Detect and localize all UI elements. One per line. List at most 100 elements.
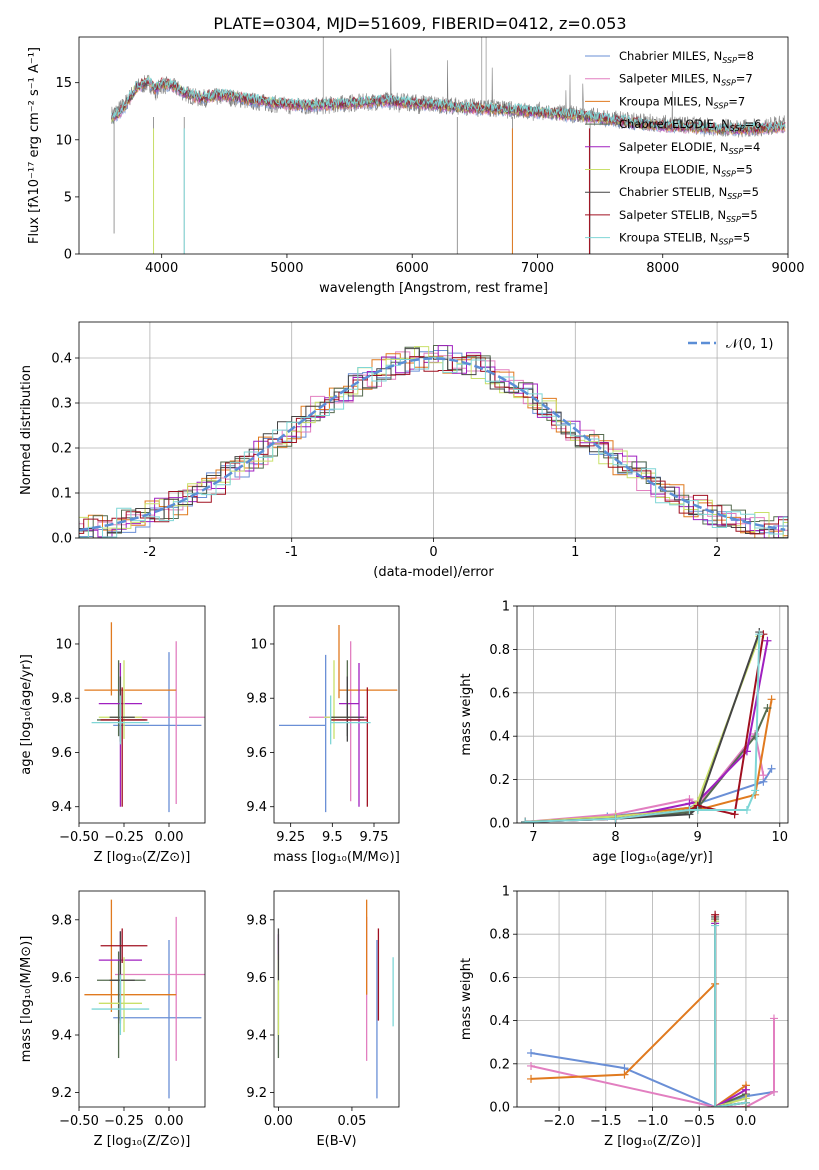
mass-weight-line (714, 925, 747, 1107)
mass-weight-marker (527, 1049, 536, 1057)
y-tick-label: 0.1 (51, 487, 72, 502)
y-tick-label: 10 (55, 133, 72, 148)
mass-weight-line (525, 731, 765, 823)
y-tick-label: 1 (502, 885, 510, 900)
y-tick-label: 0.6 (489, 971, 510, 986)
legend: Chabrier MILES, NSSP=8 Salpeter MILES, NS… (585, 49, 761, 247)
x-tick-label: 1 (571, 545, 579, 560)
axes-frame (78, 605, 206, 824)
axes-frame (78, 36, 789, 255)
legend-label: Kroupa ELODIE, NSSP=5 (619, 163, 753, 179)
y-tick-label: 9.2 (246, 1086, 267, 1101)
mass-weight-marker (767, 695, 776, 704)
mass-weight-line (714, 919, 747, 1107)
y-axis-label: mass [log₁₀(M/M⊙)] (19, 936, 34, 1063)
plot-area (84, 899, 205, 1099)
x-tick-label: 7 (529, 830, 537, 845)
histogram-step (79, 346, 788, 538)
mass-weight-line (714, 923, 747, 1107)
x-tick-label: 0 (429, 545, 437, 560)
panel-mass-vs-EBV: 0.00 0.05 9.2 9.4 9.6 9.8 E(B-V) (246, 890, 400, 1149)
y-tick-label: 9.8 (246, 913, 267, 928)
x-axis-label: Z [log₁₀(Z/Z⊙)] (94, 850, 191, 865)
y-tick-label: 9.4 (246, 1029, 267, 1044)
y-tick-label: 0.0 (489, 817, 510, 832)
y-tick-label: 9.6 (246, 746, 267, 761)
mass-weight-line (714, 921, 747, 1107)
y-axis-label: mass weight (459, 673, 474, 755)
mass-weight-marker (611, 814, 620, 823)
mass-weight-marker (711, 1103, 720, 1107)
legend-label: Salpeter STELIB, NSSP=5 (619, 208, 758, 224)
mass-weight-marker (693, 805, 702, 814)
legend-label: 𝒩(0, 1) (726, 337, 773, 352)
x-tick-label: −0.5 (683, 1114, 715, 1129)
mass-weight-marker (767, 764, 776, 773)
x-tick-label: 9000 (771, 261, 804, 276)
mass-weight-line (714, 916, 747, 1107)
y-tick-label: 0.2 (489, 1057, 510, 1072)
histogram-step (79, 348, 788, 538)
x-axis-label: wavelength [Angstrom, rest frame] (319, 281, 548, 296)
mass-weight-marker (751, 786, 760, 795)
mass-weight-marker (742, 805, 751, 814)
histogram-step (79, 354, 788, 535)
x-tick-label: −2.0 (543, 1114, 575, 1129)
x-tick-label: 9 (694, 830, 702, 845)
x-tick-label: 0.05 (337, 1114, 366, 1129)
x-tick-label: 0.0 (736, 1114, 757, 1129)
spectrum-model-line (111, 76, 786, 132)
axes-frame (273, 605, 400, 824)
x-tick-label: 5000 (270, 261, 303, 276)
plot-area (279, 624, 398, 813)
y-tick-label: 9.8 (246, 692, 267, 707)
mass-weight-line (530, 1052, 775, 1107)
panel-age-vs-mass: 9.25 9.5 9.75 9.4 9.6 9.8 10 mass [log₁₀(M/M⊙)] (246, 605, 400, 865)
plot-area (277, 899, 394, 1099)
mass-weight-marker (730, 810, 739, 819)
x-tick-label: −0.25 (104, 830, 144, 845)
x-tick-label: -2 (143, 545, 156, 560)
x-axis-label: (data-model)/error (373, 565, 494, 580)
y-tick-label: 0.8 (489, 928, 510, 943)
x-tick-label: −0.25 (104, 1114, 144, 1129)
legend-label: Kroupa MILES, NSSP=7 (619, 94, 745, 110)
y-axis-label: mass weight (459, 958, 474, 1040)
plot-area (527, 910, 778, 1107)
x-axis-label: E(B-V) (316, 1134, 356, 1149)
panel-mass-weight-vs-age: 7 8 9 10 0.0 0.2 0.4 0.6 0.8 1 age [log₁₀(age/yr)]… (459, 600, 789, 865)
axes-frame (516, 605, 789, 824)
x-tick-label: 9.5 (322, 830, 343, 845)
mass-weight-marker (741, 1085, 750, 1094)
x-tick-label: 8000 (646, 261, 679, 276)
y-tick-label: 10 (250, 637, 267, 652)
plot-area (79, 345, 788, 538)
y-tick-label: 9.6 (246, 971, 267, 986)
mass-weight-marker (711, 921, 720, 930)
x-tick-label: 6000 (396, 261, 429, 276)
x-axis-label: age [log₁₀(age/yr)] (592, 850, 713, 865)
y-tick-label: 0.6 (489, 686, 510, 701)
mass-weight-marker (763, 636, 772, 645)
y-tick-label: 9.6 (51, 971, 72, 986)
y-axis-label: age [log₁₀(age/yr)] (19, 654, 34, 775)
mass-weight-line (525, 631, 761, 823)
panel-mass-weight-vs-Z: −2.0 −1.5 −1.0 −0.5 0.0 0.0 0.2 0.4 0.6 0.8 1 Z [lo… (459, 885, 789, 1149)
x-tick-label: 0.00 (264, 1114, 293, 1129)
x-tick-label: 8 (611, 830, 619, 845)
y-tick-label: 9.6 (51, 746, 72, 761)
y-axis-label: Normed distribution (19, 365, 34, 495)
mass-weight-marker (741, 1098, 750, 1107)
x-axis-label: mass [log₁₀(M/M⊙)] (273, 850, 400, 865)
x-tick-label: 2 (713, 545, 721, 560)
x-tick-label: 0.00 (155, 830, 184, 845)
mass-weight-line (525, 640, 769, 823)
y-tick-label: 0 (64, 248, 72, 263)
panel-residuals: -2 -1 0 1 2 0.0 0.1 0.2 0.3 0.4 (data-model)/error… (19, 321, 789, 580)
mass-weight-line (525, 707, 769, 823)
legend-label: Chabrier ELODIE, NSSP=6 (619, 117, 761, 133)
mass-weight-line (530, 981, 747, 1107)
mass-weight-marker (759, 771, 768, 780)
x-tick-label: −0.50 (59, 830, 99, 845)
